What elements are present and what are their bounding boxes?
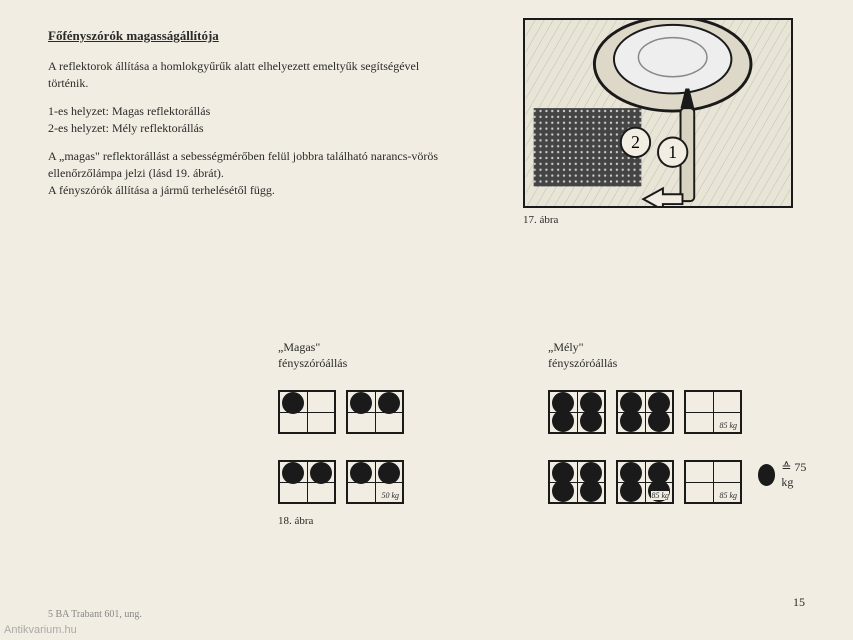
position-2: 2-es helyzet: Mély reflektorállás xyxy=(48,120,458,137)
seat-diagram xyxy=(278,460,336,504)
low-row-2: 85 kg 85 kg xyxy=(548,460,742,504)
seat-diagram: 85 kg xyxy=(684,390,742,434)
footer-left: 5 BA Trabant 601, ung. xyxy=(48,609,142,620)
position-list: 1-es helyzet: Magas reflektorállás 2-es … xyxy=(48,103,458,138)
figure-17-caption: 17. ábra xyxy=(523,214,793,226)
page-number: 15 xyxy=(793,595,805,610)
figure-18-caption: 18. ábra xyxy=(278,515,313,527)
position-1: 1-es helyzet: Magas reflektorállás xyxy=(48,103,458,120)
low-row-1: 85 kg xyxy=(548,390,742,434)
figure-17: 1 2 17. ábra xyxy=(523,18,793,226)
watermark: Antikvarium.hu xyxy=(4,624,77,636)
low-position-label: „Mély"fényszóróállás xyxy=(548,340,617,371)
seat-diagram xyxy=(346,390,404,434)
seat-diagram xyxy=(548,460,606,504)
paragraph-indicator: A „magas" reflektorállást a sebességmérő… xyxy=(48,148,458,200)
seat-diagram: 85 kg xyxy=(616,460,674,504)
manual-page: Főfényszórók magasságállítója A reflekto… xyxy=(0,0,853,640)
high-row-1 xyxy=(278,390,404,434)
legend-text: ≙ 75 kg xyxy=(781,460,813,490)
seat-diagram xyxy=(616,390,674,434)
seat-diagram xyxy=(278,390,336,434)
high-row-2: 50 kg xyxy=(278,460,404,504)
seat-diagram: 50 kg xyxy=(346,460,404,504)
figure-17-image: 1 2 xyxy=(523,18,793,208)
section-title: Főfényszórók magasságállítója xyxy=(48,28,458,44)
seat-diagram xyxy=(548,390,606,434)
paragraph-intro: A reflektorok állítása a homlokgyűrűk al… xyxy=(48,58,458,93)
text-column: Főfényszórók magasságállítója A reflekto… xyxy=(48,28,458,210)
weight-legend: ≙ 75 kg xyxy=(758,460,813,490)
high-position-label: „Magas"fényszóróállás xyxy=(278,340,347,371)
figure-number-2: 2 xyxy=(631,132,640,152)
seat-diagram: 85 kg xyxy=(684,460,742,504)
person-dot-icon xyxy=(758,464,775,486)
figure-number-1: 1 xyxy=(668,142,677,162)
